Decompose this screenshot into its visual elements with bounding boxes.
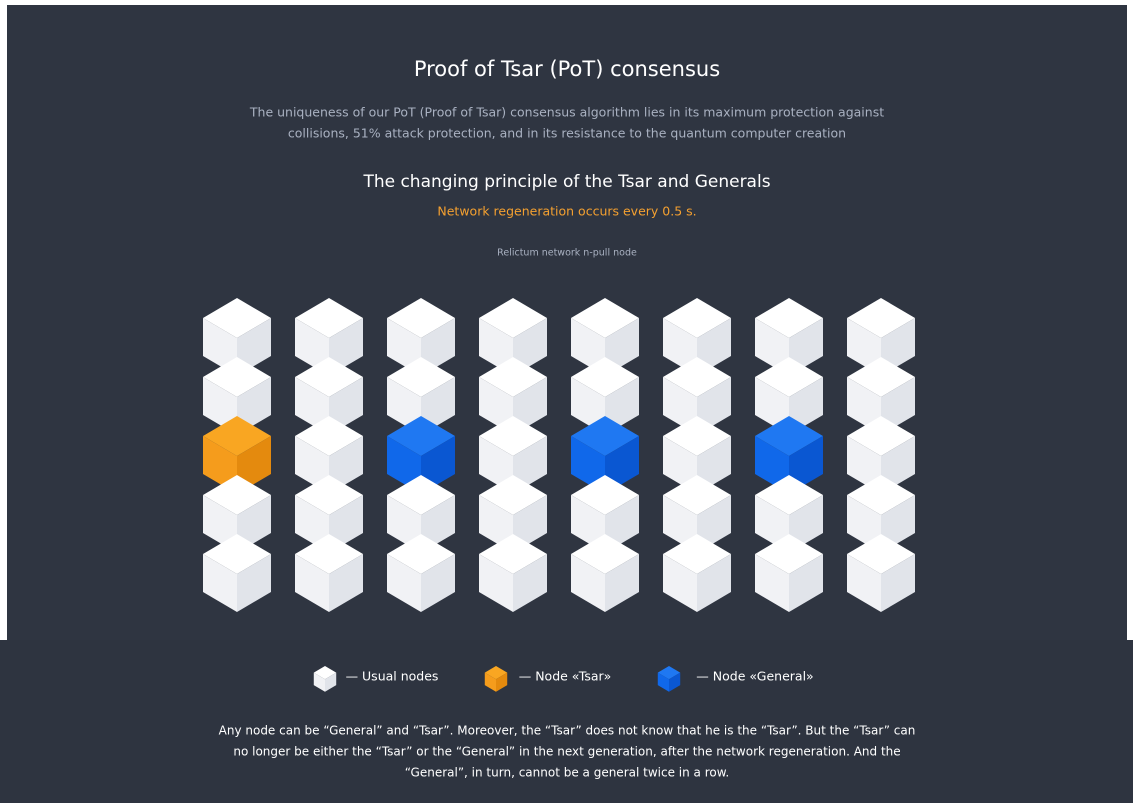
- description-line: The uniqueness of our PoT (Proof of Tsar…: [249, 105, 884, 120]
- note: Network regeneration occurs every 0.5 s.: [437, 204, 696, 219]
- subtitle: The changing principle of the Tsar and G…: [362, 172, 770, 192]
- legend-label: — Node «General»: [696, 669, 813, 684]
- page: { "header": { "title": "Proof of Tsar (P…: [0, 0, 1133, 803]
- legend-label: — Node «Tsar»: [519, 669, 612, 684]
- background-top: [7, 5, 1127, 641]
- legend-label: — Usual nodes: [346, 669, 439, 684]
- grid-label: Relictum network n-pull node: [497, 248, 637, 259]
- footer-line: Any node can be “General” and “Tsar”. Mo…: [219, 724, 916, 738]
- description-line: collisions, 51% attack protection, and i…: [288, 126, 846, 141]
- footer-line: “General”, in turn, cannot be a general …: [405, 766, 730, 780]
- footer-line: no longer be either the “Tsar” or the “G…: [233, 745, 900, 759]
- section: Proof of Tsar (PoT) consensus The unique…: [0, 0, 1133, 803]
- title: Proof of Tsar (PoT) consensus: [414, 57, 720, 81]
